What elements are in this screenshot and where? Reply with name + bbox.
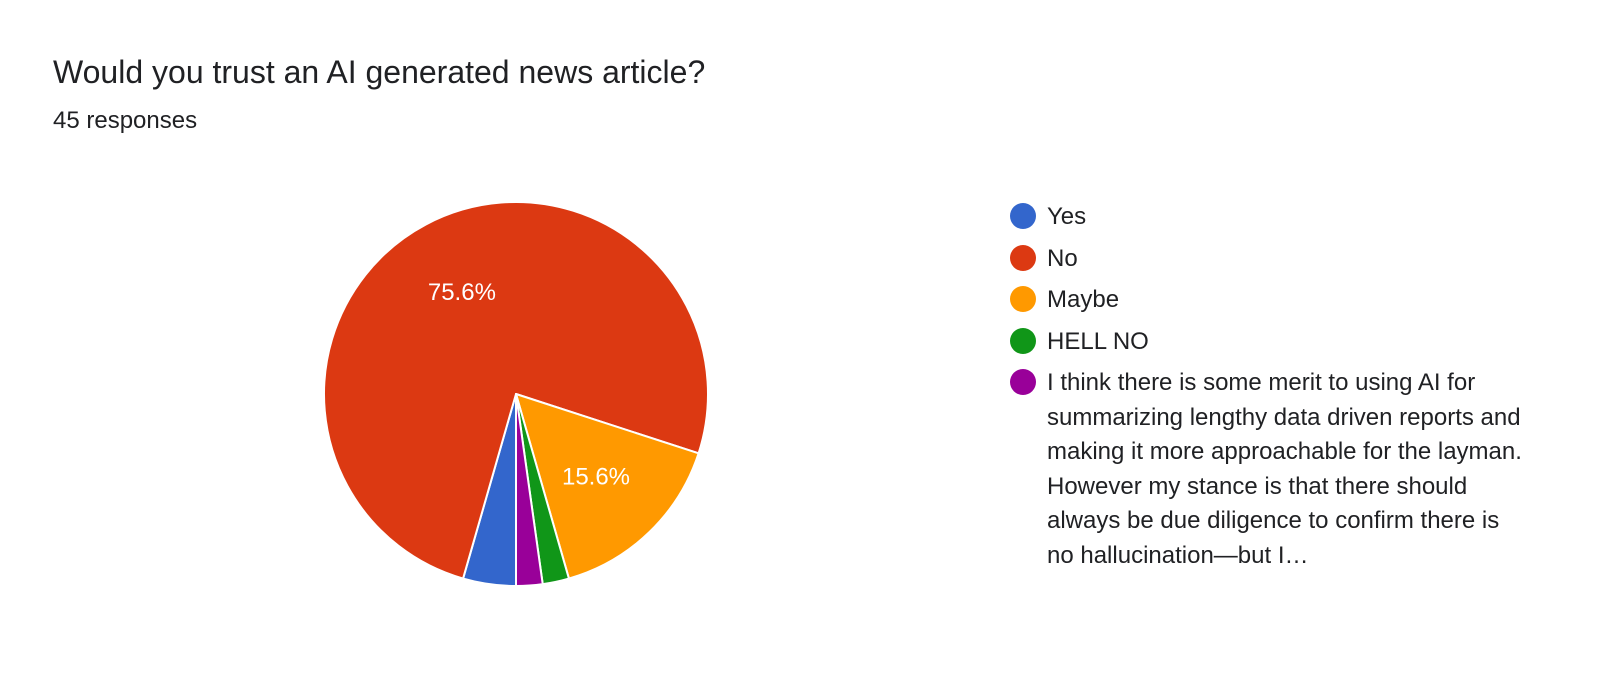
legend-label-1: No [1047, 244, 1078, 272]
legend-label-2: Maybe [1047, 286, 1120, 313]
pie-slice-4[interactable] [515, 393, 544, 587]
legend-swatch-3 [1010, 327, 1036, 354]
legend-swatch-1 [1010, 244, 1036, 271]
legend-item-3[interactable]: HELL NO [1010, 325, 1550, 360]
pie-slice-1[interactable] [323, 201, 709, 580]
legend-item-2[interactable]: Maybe [1010, 283, 1550, 318]
legend-label-4: I think there is some merit to using AI … [1047, 369, 1522, 569]
legend-item-1[interactable]: No [1010, 242, 1550, 277]
slice-percent-label-1: 75.6% [428, 279, 496, 306]
legend-swatch-2 [1010, 286, 1036, 312]
pie-labels: 75.6% 15.6% [428, 279, 630, 491]
chart-legend: Yes No Maybe HELL NO I think there is some m… [1010, 200, 1550, 580]
response-count: 45 responses [53, 107, 198, 134]
slice-percent-label-2: 15.6% [562, 463, 630, 490]
pie-slices [323, 201, 709, 587]
legend-item-0[interactable]: Yes [1010, 200, 1550, 235]
legend-swatch-0 [1010, 203, 1036, 229]
legend-label-0: Yes [1047, 203, 1087, 230]
legend-item-4[interactable]: I think there is some merit to using AI … [1010, 366, 1550, 573]
chart-title: Would you trust an AI generated news art… [53, 54, 706, 90]
pie-chart: 75.6% 15.6% [323, 201, 709, 587]
pie-slice-2[interactable] [515, 393, 700, 580]
legend-label-3: HELL NO [1047, 327, 1149, 355]
legend-swatch-4 [1010, 369, 1036, 395]
